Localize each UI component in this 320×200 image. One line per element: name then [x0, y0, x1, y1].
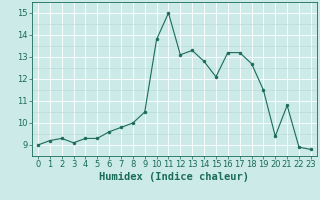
X-axis label: Humidex (Indice chaleur): Humidex (Indice chaleur) — [100, 172, 249, 182]
